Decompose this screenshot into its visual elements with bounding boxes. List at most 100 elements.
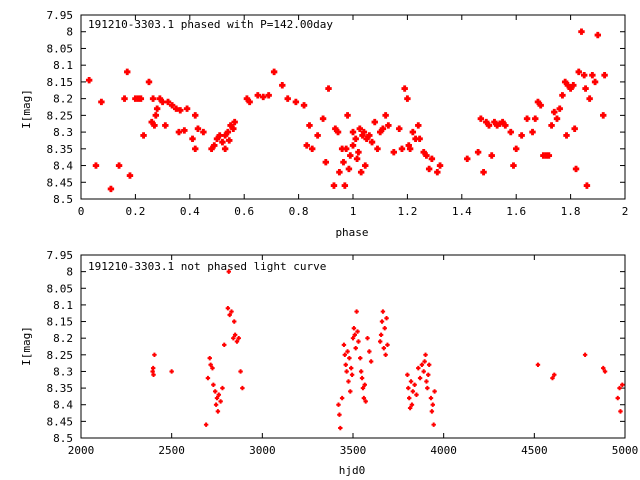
y-tick-label: 8.3: [53, 365, 73, 378]
data-point: [221, 145, 229, 153]
y-tick-label: 8.3: [53, 126, 73, 139]
data-point: [229, 309, 234, 314]
data-point: [222, 342, 227, 348]
data-point: [325, 85, 332, 92]
data-point: [378, 339, 383, 344]
x-tick-label: 3000: [249, 444, 276, 457]
data-point: [430, 402, 435, 407]
x-tick-label: 5000: [612, 444, 639, 457]
data-point: [164, 98, 172, 106]
data-point: [578, 28, 585, 35]
x-tick-label: 4500: [521, 444, 548, 457]
data-point: [415, 122, 422, 129]
data-point: [238, 369, 243, 374]
data-point: [358, 369, 364, 374]
data-point: [615, 395, 620, 401]
data-point: [208, 362, 213, 367]
data-point: [379, 319, 385, 324]
data-point: [219, 138, 226, 146]
y-tick-label: 8.1: [53, 299, 73, 312]
data-point: [502, 122, 509, 129]
data-point: [591, 78, 599, 86]
data-point: [529, 128, 536, 136]
data-point: [464, 155, 471, 163]
data-point: [350, 335, 356, 341]
data-point: [483, 118, 490, 126]
plot-frame: [80, 14, 626, 200]
y-tick-label: 8.35: [47, 143, 74, 156]
data-point: [173, 105, 180, 112]
data-point: [220, 385, 225, 391]
data-point: [243, 95, 251, 102]
data-point: [221, 132, 229, 139]
data-point: [518, 132, 525, 139]
y-tick-label: 8: [66, 26, 73, 39]
data-points: [150, 269, 625, 431]
data-point: [385, 342, 390, 348]
data-point: [434, 169, 441, 176]
data-point: [353, 345, 358, 351]
data-point: [570, 82, 577, 89]
data-point: [145, 78, 153, 86]
data-point: [551, 108, 558, 116]
x-tick-label: 4000: [430, 444, 457, 457]
data-point: [412, 382, 417, 387]
y-tick-label: 8.5: [53, 193, 73, 206]
y-tick-label: 8.45: [47, 176, 74, 189]
data-point: [152, 112, 159, 119]
data-point: [216, 392, 222, 397]
data-point: [169, 369, 174, 374]
chart-title: 191210-3303.1 phased with P=142.00day: [88, 18, 333, 31]
data-point: [124, 68, 131, 76]
data-point: [491, 118, 498, 126]
x-tick-label: 1.6: [506, 205, 526, 218]
data-point: [401, 85, 408, 92]
data-point: [211, 382, 216, 387]
data-point: [422, 359, 427, 364]
data-point: [366, 132, 373, 139]
y-tick-label: 8.4: [53, 160, 73, 173]
data-point: [559, 92, 566, 99]
data-point: [426, 362, 432, 367]
data-point: [426, 372, 431, 377]
data-point: [382, 326, 387, 331]
data-point: [405, 142, 412, 149]
data-point: [260, 93, 267, 101]
y-tick-label: 7.95: [47, 9, 74, 22]
data-point: [431, 422, 436, 427]
data-point: [200, 128, 207, 136]
phased-light-curve-panel: 191210-3303.1 phased with P=142.00day ph…: [20, 9, 628, 239]
data-point: [556, 105, 563, 112]
data-point: [534, 98, 542, 106]
data-point: [231, 335, 236, 341]
data-point: [589, 72, 596, 79]
y-tick-label: 8.15: [47, 76, 74, 89]
data-point: [436, 162, 444, 169]
data-point: [189, 135, 196, 142]
data-point: [218, 399, 223, 404]
data-point: [362, 382, 367, 387]
data-point: [227, 122, 234, 129]
data-point: [357, 169, 365, 176]
x-tick-label: 0: [78, 205, 85, 218]
data-point: [561, 78, 569, 86]
data-point: [348, 365, 354, 371]
data-point: [151, 372, 156, 377]
x-tick-label: 3500: [340, 444, 367, 457]
data-point: [85, 77, 93, 84]
data-point: [254, 92, 261, 99]
data-point: [341, 182, 349, 189]
data-point: [377, 128, 384, 136]
data-point: [617, 385, 622, 391]
data-point: [425, 385, 430, 391]
data-point: [216, 132, 223, 139]
data-point: [232, 332, 238, 338]
data-point: [368, 359, 374, 364]
data-point: [405, 372, 410, 377]
data-point: [211, 142, 218, 149]
data-point: [240, 385, 245, 391]
data-point: [601, 72, 608, 79]
data-point: [349, 128, 357, 136]
y-tick-label: 8.25: [47, 349, 74, 362]
data-point: [507, 128, 514, 136]
